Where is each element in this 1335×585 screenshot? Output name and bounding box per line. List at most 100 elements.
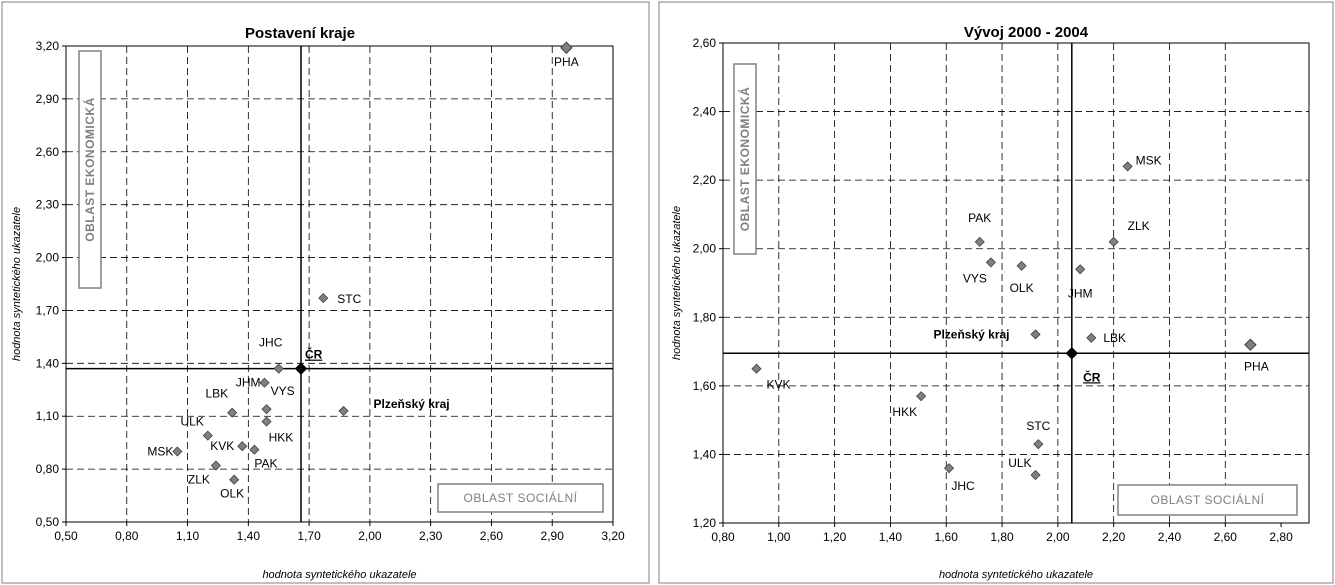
x-tick-label: 2,90 [541, 529, 565, 543]
quadrant-label-box-social [1117, 484, 1298, 516]
data-point-pak [249, 444, 260, 455]
data-label-plzensky-kraj: Plzeňský kraj [374, 397, 450, 411]
data-label-cr: ČR [1083, 369, 1101, 384]
data-label-kvk: KVK [210, 439, 234, 453]
data-label-pha: PHA [554, 55, 579, 69]
data-point-jhm [259, 377, 270, 388]
data-point-stc [318, 293, 329, 304]
y-tick-label: 2,00 [36, 251, 60, 265]
data-point-msk [1122, 161, 1133, 172]
data-label-lbk: LBK [1103, 331, 1126, 345]
y-tick-label: 2,60 [36, 145, 60, 159]
x-tick-label: 1,00 [767, 530, 791, 544]
quadrant-label-social: OBLAST SOCIÁLNÍ [464, 490, 578, 505]
x-tick-label: 2,30 [419, 529, 443, 543]
data-point-zlk [210, 460, 221, 471]
x-tick-label: 2,00 [1046, 530, 1070, 544]
data-point-jhc [943, 463, 955, 474]
x-tick-label: 1,40 [879, 530, 903, 544]
data-point-jhm [1075, 264, 1086, 275]
data-label-hkk: HKK [892, 405, 917, 419]
y-tick-label: 1,80 [693, 310, 717, 324]
quadrant-label-box-social [437, 483, 604, 513]
data-point-kvk [751, 363, 762, 374]
y-axis-label: hodnota syntetického ukazatele [671, 206, 683, 360]
data-point-vys [261, 404, 272, 415]
data-label-kvk: KVK [766, 378, 790, 392]
data-point-stc [1033, 439, 1044, 450]
x-tick-label: 1,20 [823, 530, 847, 544]
data-point-hkk [261, 416, 272, 427]
x-tick-label: 2,60 [1214, 530, 1238, 544]
x-tick-label: 0,80 [115, 529, 139, 543]
data-point-pha [560, 41, 573, 54]
y-tick-label: 0,80 [36, 462, 60, 476]
quadrant-label-box-economic [78, 50, 102, 289]
x-tick-label: 1,10 [176, 529, 200, 543]
data-label-pak: PAK [254, 457, 277, 471]
data-point-pha [1244, 338, 1257, 351]
x-tick-label: 3,20 [601, 529, 625, 543]
chart-panel-vyvoj-2000-2004: 0,80 1,00 1,20 1,40 1,60 1,80 2,00 2,20 2,40 2,60… [658, 1, 1334, 584]
chart-title: Vývoj 2000 - 2004 [964, 24, 1089, 41]
y-tick-label: 0,50 [36, 515, 60, 529]
data-label-olk: OLK [1010, 281, 1034, 295]
y-tick-label: 2,00 [693, 242, 717, 256]
data-point-kvk [237, 441, 248, 452]
data-label-plzensky-kraj: Plzeňský kraj [933, 327, 1009, 341]
data-label-olk: OLK [220, 487, 244, 501]
data-label-stc: STC [1026, 419, 1050, 433]
x-axis-label: hodnota syntetického ukazatele [939, 569, 1093, 581]
data-label-ulk: ULK [180, 415, 203, 429]
x-axis-label: hodnota syntetického ukazatele [262, 569, 416, 581]
x-tick-label: 1,70 [297, 529, 321, 543]
x-tick-label: 2,40 [1158, 530, 1182, 544]
data-label-msk: MSK [1136, 153, 1162, 167]
x-tick-label: 1,60 [935, 530, 959, 544]
data-point-plzensky-kraj [338, 405, 349, 416]
data-label-hkk: HKK [269, 431, 294, 445]
data-label-jhm: JHM [236, 376, 261, 390]
y-tick-label: 2,30 [36, 198, 60, 212]
data-label-msk: MSK [147, 444, 173, 458]
x-tick-label: 0,80 [711, 530, 735, 544]
y-tick-label: 2,40 [693, 105, 717, 119]
quadrant-label-economic: OBLAST EKONOMICKÁ [82, 97, 97, 242]
data-point-olk [1016, 260, 1027, 271]
data-point-hkk [916, 391, 927, 402]
data-label-stc: STC [337, 292, 361, 306]
data-label-jhm: JHM [1068, 286, 1093, 300]
data-point-vys [985, 257, 996, 268]
y-axis-label: hodnota syntetického ukazatele [11, 207, 23, 361]
y-tick-label: 1,10 [36, 409, 60, 423]
x-tick-label: 2,00 [358, 529, 382, 543]
data-point-cr [294, 362, 308, 375]
data-point-jhc [273, 363, 284, 374]
data-point-lbk [227, 407, 238, 418]
data-point-ulk [1030, 469, 1041, 481]
data-label-zlk: ZLK [1128, 219, 1150, 233]
y-tick-label: 1,20 [693, 516, 717, 530]
data-point-cr [1065, 347, 1079, 360]
data-point-pak [974, 236, 985, 247]
data-point-olk [229, 474, 240, 485]
data-point-msk [172, 446, 183, 457]
y-tick-label: 1,70 [36, 303, 60, 317]
data-point-lbk [1086, 332, 1097, 343]
data-label-jhc: JHC [951, 479, 975, 493]
data-label-cr: ČR [305, 347, 323, 362]
data-label-pak: PAK [968, 211, 991, 225]
x-tick-label: 2,20 [1102, 530, 1126, 544]
x-tick-label: 1,40 [237, 529, 261, 543]
y-tick-label: 1,40 [36, 356, 60, 370]
y-tick-label: 1,60 [693, 379, 717, 393]
data-point-zlk [1108, 236, 1119, 247]
data-point-ulk [202, 430, 213, 441]
x-tick-label: 2,80 [1269, 530, 1293, 544]
x-tick-label: 0,50 [54, 529, 78, 543]
chart-panel-postaveni-kraje: 0,50 0,80 1,10 1,40 1,70 2,00 2,30 2,60 2,90 3,20… [1, 1, 650, 584]
plot-area [722, 42, 1310, 524]
y-tick-label: 2,90 [36, 92, 60, 106]
quadrant-label-social: OBLAST SOCIÁLNÍ [1151, 492, 1265, 507]
